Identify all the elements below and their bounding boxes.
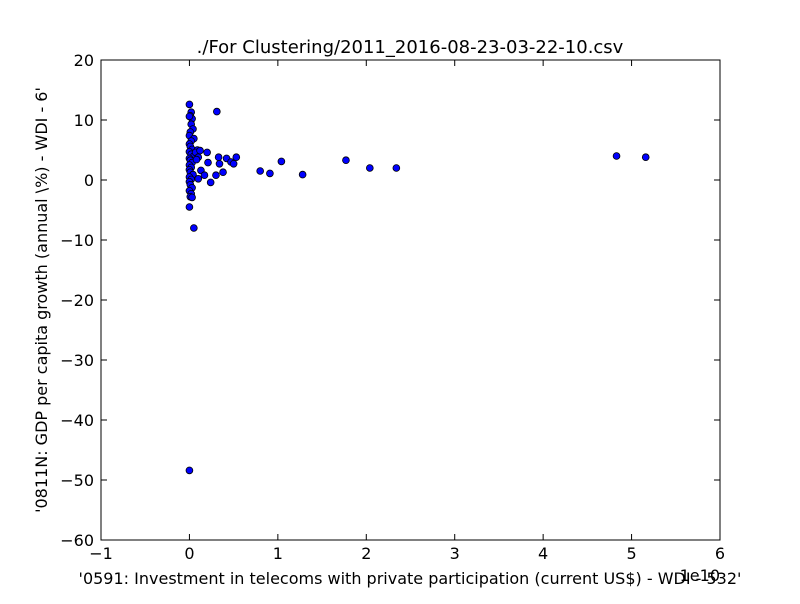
y-tick-label: 20 — [74, 51, 94, 70]
x-tick-label: 6 — [715, 544, 725, 563]
data-point — [206, 178, 215, 187]
x-axis-label: '0591: Investment in telecoms with priva… — [79, 569, 742, 588]
data-point — [185, 112, 194, 121]
data-point — [190, 224, 198, 232]
x-tick-label: 0 — [184, 544, 194, 563]
data-point — [229, 160, 238, 168]
data-point — [342, 156, 350, 165]
x-axis-ticks: −1 0 1 2 3 4 5 6 — [89, 60, 725, 563]
x-tick-label: 3 — [450, 544, 460, 563]
chart-title: ./For Clustering/2011_2016-08-23-03-22-1… — [197, 37, 624, 58]
data-point — [213, 107, 221, 116]
data-point — [203, 148, 211, 157]
x-tick-label: 1 — [273, 544, 283, 563]
data-point — [194, 175, 203, 183]
data-point — [185, 203, 194, 211]
y-tick-label: −40 — [60, 411, 94, 430]
y-tick-label: −60 — [60, 531, 94, 550]
data-point — [392, 164, 401, 172]
y-tick-label: −20 — [60, 291, 94, 310]
x-tick-label: 4 — [538, 544, 548, 563]
x-axis-offset-label: 1e10 — [680, 566, 720, 585]
y-tick-label: 0 — [84, 171, 94, 190]
x-tick-label: 2 — [361, 544, 371, 563]
data-point — [298, 170, 307, 179]
data-point — [641, 153, 650, 162]
y-tick-label: −50 — [60, 471, 94, 490]
data-point — [204, 158, 212, 167]
y-tick-label: −30 — [60, 351, 94, 370]
data-point — [232, 153, 241, 162]
y-axis-ticks: −60 −50 −40 −30 −20 −10 0 10 20 — [60, 51, 720, 550]
y-tick-label: 10 — [74, 111, 94, 130]
x-tick-label: −1 — [89, 544, 113, 563]
data-point — [215, 160, 224, 168]
x-tick-label: 5 — [626, 544, 636, 563]
data-point — [214, 153, 223, 162]
data-point — [256, 167, 264, 175]
data-point — [185, 466, 194, 475]
data-point — [192, 155, 201, 164]
data-point — [366, 164, 374, 172]
data-points — [185, 100, 650, 475]
data-point — [185, 100, 194, 109]
data-point — [612, 152, 621, 160]
data-point — [188, 193, 196, 202]
data-point — [266, 169, 274, 178]
data-point — [277, 157, 286, 166]
data-point — [219, 168, 227, 177]
y-axis-label: '0811N: GDP per capita growth (annual \%… — [32, 87, 51, 513]
data-point — [200, 171, 209, 180]
y-tick-label: −10 — [60, 231, 94, 250]
data-point — [212, 171, 220, 180]
data-point — [196, 146, 204, 155]
